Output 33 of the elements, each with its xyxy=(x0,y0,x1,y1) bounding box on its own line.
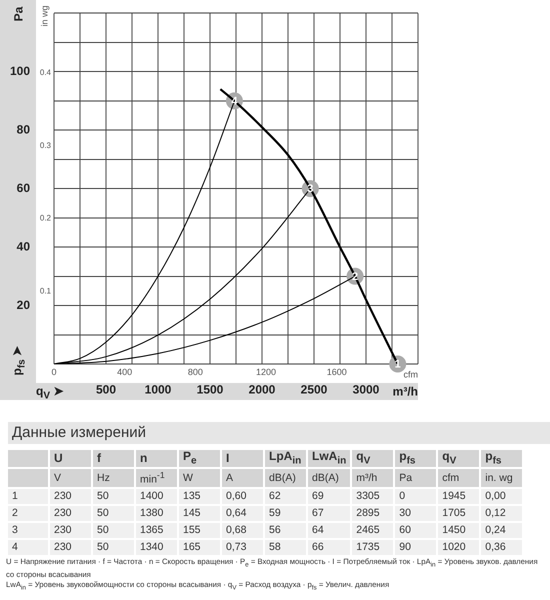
x-tick-label: 500 xyxy=(96,382,116,397)
x-tick-label: 1500 xyxy=(196,382,224,397)
y-tick-label: 60 xyxy=(16,180,30,195)
x-axis-title: m³/h xyxy=(392,384,418,398)
y2-tick-label: 0.3 xyxy=(40,140,52,150)
text: 4 230 50 1340 165 0,73 58 66 1735 90 1020 0,36 xyxy=(12,540,506,553)
x2-tick-label: 1200 xyxy=(256,366,276,377)
y-tick-label: 100 xyxy=(10,64,30,78)
x2-axis-title: cfm xyxy=(404,369,418,380)
y2-tick-label: 0.4 xyxy=(40,68,52,78)
text: Данные измерений xyxy=(8,422,550,444)
x2-tick-label: 800 xyxy=(188,366,203,377)
y2-axis-title: in wg xyxy=(39,5,50,27)
annotation: 1 xyxy=(394,358,401,371)
text: q$_{V}$ ➤ xyxy=(36,384,64,402)
text: 2 230 50 1380 145 0,64 59 67 2895 30 1705 0,12 xyxy=(12,506,506,519)
x-tick-label: 3000 xyxy=(352,382,380,397)
text: U f n P$_{e}$ I LpA$_{in}$ LwA$_{in}$ q$_{V}$ p$_{fs}$ q$_{V}$ p$_{fs}$ xyxy=(54,449,502,466)
x-tick-label: 2500 xyxy=(300,382,328,397)
x2-tick-label: 0 xyxy=(51,366,57,377)
y-tick-label: 40 xyxy=(16,239,30,254)
y2-tick-label: 0.1 xyxy=(40,286,52,296)
text: V Hz min$^{-1}$ W A dB(A) dB(A) m³/h Pa cfm in. wg xyxy=(54,470,513,486)
x2-tick-label: 1600 xyxy=(326,366,347,377)
y-tick-label: 20 xyxy=(16,298,30,312)
x-tick-label: 1000 xyxy=(144,382,172,397)
y-tick-label: 80 xyxy=(16,122,30,136)
x2-tick-label: 400 xyxy=(117,366,132,377)
text: 3 230 50 1365 155 0,68 56 64 2465 60 1450 0,24 xyxy=(12,524,506,536)
y2-tick-label: 0.2 xyxy=(40,214,52,223)
y-axis-title: Pa xyxy=(11,6,26,22)
text: 1 230 50 1400 135 0,60 62 69 3305 0 1945 0,00 xyxy=(12,490,506,502)
x-tick-label: 2000 xyxy=(248,382,276,397)
